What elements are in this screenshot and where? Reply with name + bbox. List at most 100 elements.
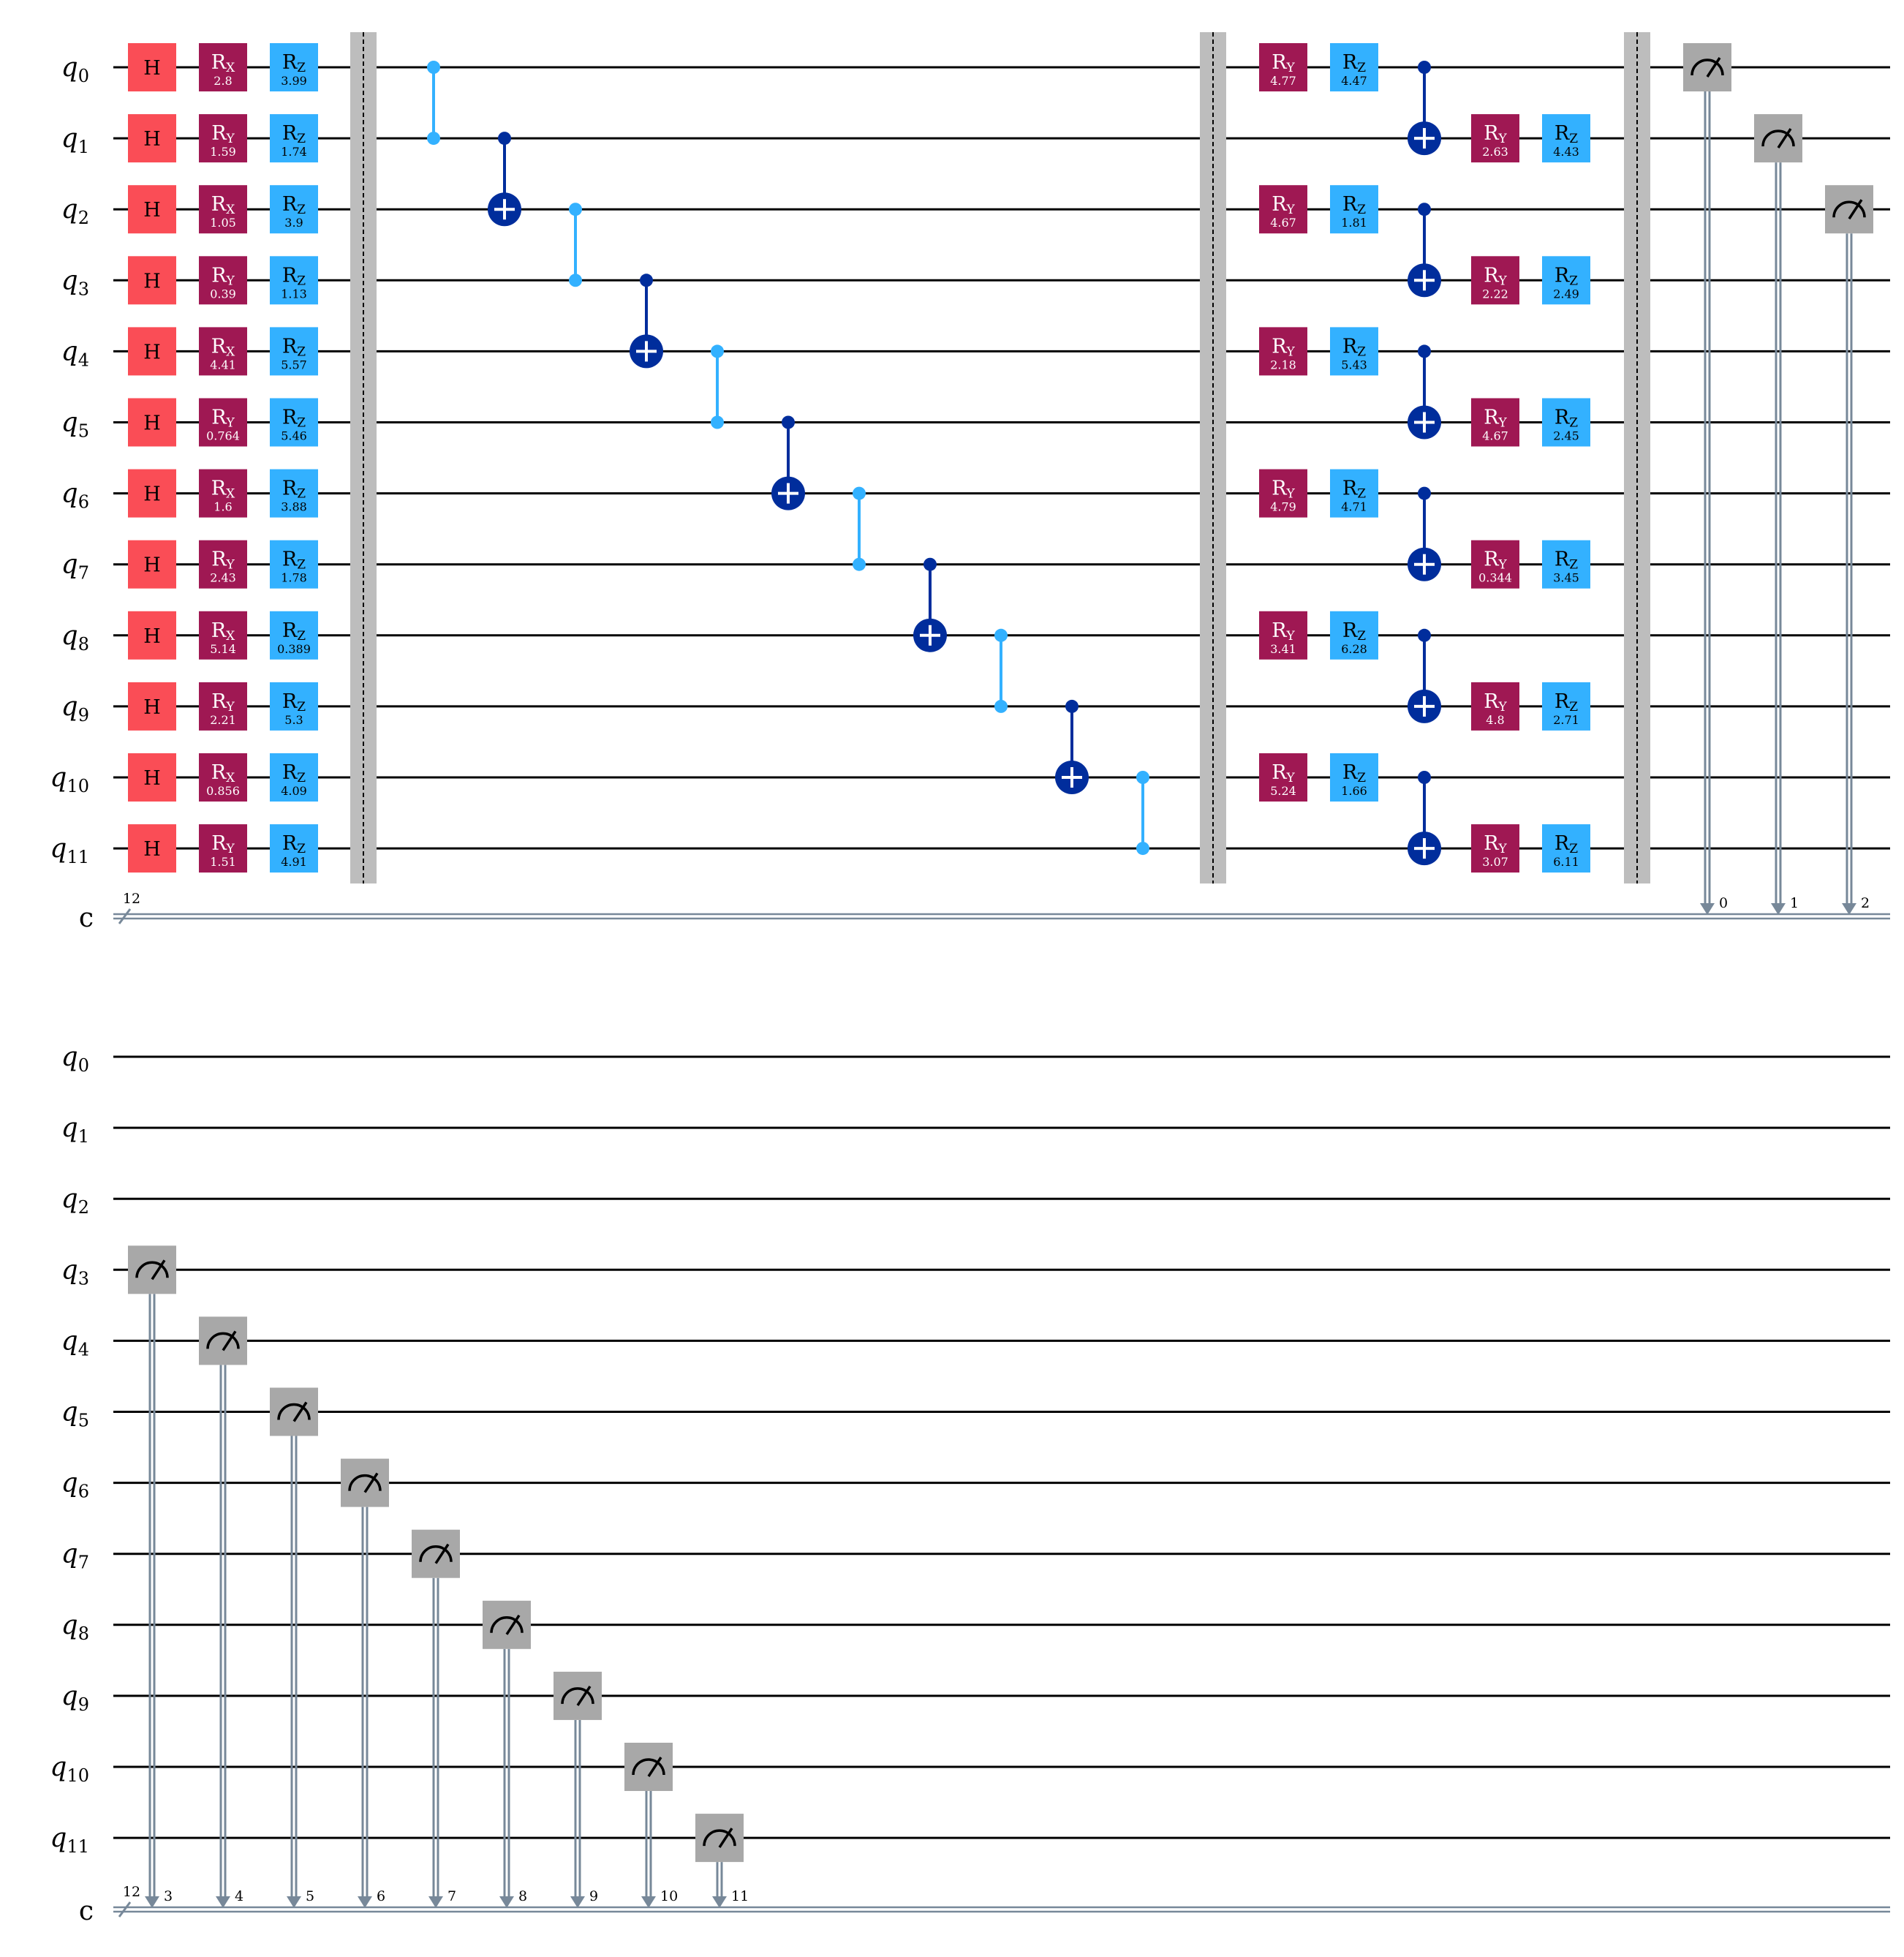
- barrier: [350, 32, 377, 884]
- ry-gate: RY2.21: [199, 682, 247, 731]
- cz-dot: [427, 132, 440, 146]
- gate-parameter: 3.88: [281, 500, 307, 514]
- gate-name: RY: [1272, 193, 1295, 217]
- rz-gate: RZ3.99: [270, 43, 318, 91]
- ry-gate: RY0.39: [199, 256, 247, 305]
- measure-arrow: [499, 1896, 514, 1908]
- meter-icon: [206, 1332, 240, 1349]
- gate-name: RZ: [1554, 122, 1578, 146]
- measure-gate: 5: [270, 1387, 318, 1908]
- gate-parameter: 0.389: [277, 642, 311, 656]
- rz-gate: RZ1.74: [270, 114, 318, 163]
- measure-arrow: [216, 1896, 230, 1908]
- cnot-gate: [1055, 699, 1089, 794]
- gate-parameter: 4.43: [1553, 145, 1579, 159]
- gate-name: RZ: [282, 407, 306, 431]
- qubit-label: q8: [61, 1610, 89, 1644]
- h-gate-label: H: [143, 412, 161, 435]
- control-dot: [1418, 486, 1431, 500]
- cnot-gate: [1408, 771, 1441, 866]
- gate-parameter: 4.8: [1486, 713, 1504, 727]
- h-gate: H: [128, 185, 176, 234]
- cz-gate: [1136, 771, 1149, 856]
- meter-icon: [1690, 59, 1724, 76]
- meter-icon: [632, 1758, 665, 1776]
- ry-gate: RY2.63: [1471, 114, 1519, 163]
- cz-dot: [994, 628, 1008, 642]
- ry-gate: RY2.43: [199, 540, 247, 589]
- meter-icon: [1832, 200, 1866, 218]
- gate-parameter: 6.28: [1341, 642, 1367, 656]
- control-dot: [640, 274, 653, 287]
- control-dot: [1418, 61, 1431, 74]
- cz-gate: [711, 344, 724, 429]
- ry-gate: RY0.344: [1471, 540, 1519, 589]
- measure-arrow: [287, 1896, 301, 1908]
- gate-name: RZ: [1554, 407, 1578, 431]
- gate-parameter: 2.21: [210, 713, 236, 727]
- rz-gate: RZ5.3: [270, 682, 318, 731]
- cz-dot: [1136, 842, 1149, 856]
- gate-parameter: 3.99: [281, 74, 307, 88]
- rz-gate: RZ4.43: [1542, 114, 1590, 163]
- barrier: [1624, 32, 1650, 884]
- gate-parameter: 4.67: [1482, 429, 1508, 443]
- measure-gate: 8: [483, 1600, 531, 1908]
- gate-parameter: 2.22: [1482, 287, 1508, 301]
- qubit-label: q4: [61, 336, 89, 370]
- ry-gate: RY4.77: [1259, 43, 1307, 91]
- qubit-label: q7: [61, 1539, 89, 1573]
- cz-dot: [427, 61, 440, 74]
- cz-dot: [711, 415, 724, 429]
- ry-gate: RY4.67: [1471, 398, 1519, 447]
- meter-icon: [419, 1545, 453, 1562]
- measure-bit-label: 11: [731, 1888, 749, 1904]
- qubit-label: q5: [61, 408, 89, 442]
- h-gate: H: [128, 256, 176, 305]
- gate-parameter: 4.41: [210, 358, 236, 372]
- cnot-gate: [1408, 628, 1441, 723]
- measure-bit-label: 6: [377, 1888, 385, 1904]
- gate-parameter: 3.41: [1270, 642, 1296, 656]
- measure-arrow: [1842, 903, 1856, 915]
- gate-parameter: 5.57: [281, 358, 307, 372]
- h-gate: H: [128, 753, 176, 802]
- qubit-label: q7: [61, 550, 89, 584]
- qubit-label: q11: [50, 834, 89, 867]
- gate-name: RY: [211, 407, 235, 431]
- h-gate: H: [128, 43, 176, 91]
- qubit-label: q6: [61, 479, 89, 513]
- measure-gate: 4: [199, 1316, 247, 1908]
- measure-arrow: [1771, 903, 1786, 915]
- qubit-label: q2: [61, 195, 89, 228]
- gate-parameter: 5.3: [284, 713, 303, 727]
- qubit-label: q1: [61, 1113, 89, 1147]
- gate-name: RX: [211, 761, 235, 785]
- qubit-label: q0: [61, 53, 89, 86]
- h-gate: H: [128, 114, 176, 163]
- h-gate: H: [128, 469, 176, 518]
- gate-parameter: 4.67: [1270, 216, 1296, 230]
- gate-parameter: 1.78: [281, 571, 307, 585]
- gate-name: RZ: [282, 832, 306, 856]
- cnot-gate: [488, 132, 521, 227]
- cnot-gate: [771, 415, 805, 510]
- classical-label: c: [79, 1896, 94, 1926]
- gate-parameter: 6.11: [1553, 855, 1579, 869]
- qubit-label: q11: [50, 1823, 89, 1857]
- ry-gate: RY3.41: [1259, 611, 1307, 660]
- h-gate: H: [128, 824, 176, 873]
- cz-dot: [1136, 771, 1149, 784]
- measure-gate: 3: [128, 1245, 176, 1908]
- gate-parameter: 2.71: [1553, 713, 1579, 727]
- gate-parameter: 2.43: [210, 571, 236, 585]
- measure-bit-label: 1: [1790, 895, 1799, 911]
- gate-name: RZ: [1342, 335, 1366, 359]
- gate-parameter: 1.66: [1341, 784, 1367, 798]
- gate-parameter: 1.13: [281, 287, 307, 301]
- qubit-label: q8: [61, 621, 89, 655]
- ry-gate: RY4.67: [1259, 185, 1307, 234]
- qubit-label: q1: [61, 124, 89, 157]
- gate-parameter: 4.09: [281, 784, 307, 798]
